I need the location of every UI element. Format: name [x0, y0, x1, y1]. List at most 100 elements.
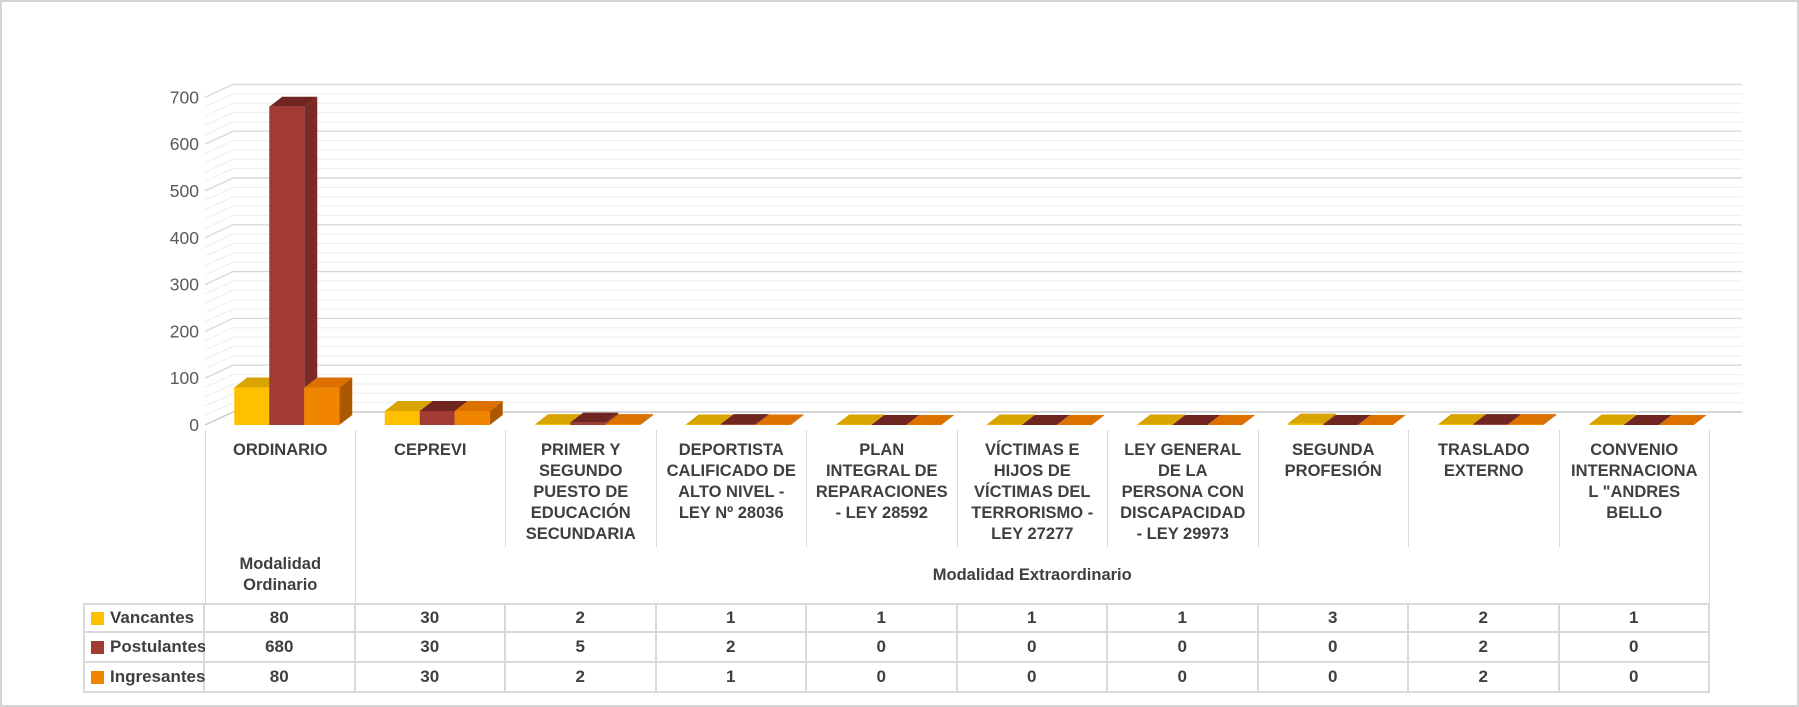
category-label-2: PRIMER Y SEGUNDO PUESTO DE EDUCACIÓN SECUNDA…	[506, 430, 657, 547]
category-label-line: SECUNDARIA	[525, 525, 636, 543]
category-label-line: - LEY 29973	[1136, 525, 1229, 543]
bar-vancantes-7	[1287, 413, 1336, 425]
category-label-9: CONVENIO INTERNACIONA L "ANDRES BELLO	[1560, 430, 1710, 547]
table-value-cell: 0	[1108, 663, 1259, 693]
bar-front-face	[1438, 424, 1474, 425]
bar-top-face	[1287, 413, 1336, 424]
bar-top-face	[1588, 414, 1637, 425]
bar-top-face	[605, 414, 654, 425]
category-label-line: TERRORISMO -	[971, 504, 1094, 522]
bar-top-face	[836, 414, 885, 425]
minor-gridline	[204, 111, 1742, 127]
minor-gridline	[204, 308, 1742, 323]
table-value-cell: 0	[807, 663, 958, 693]
category-label-line: - LEY 28592	[835, 504, 928, 522]
table-value-cell: 1	[1559, 603, 1710, 633]
bar-top-face	[871, 415, 920, 425]
table-value-cell: 1	[807, 603, 958, 633]
bar-top-face	[1438, 414, 1487, 425]
minor-gridline	[204, 93, 1742, 108]
category-label-line: LEY Nº 28036	[678, 504, 784, 522]
bar-ingresantes-8	[1508, 414, 1557, 425]
bar-side-face	[339, 377, 353, 425]
category-label-line: DISCAPACIDAD	[1120, 504, 1246, 522]
bar-front-face	[234, 387, 270, 425]
legend-key-icon	[91, 640, 104, 654]
bar-top-face	[720, 414, 769, 425]
bar-side-face	[489, 400, 503, 425]
category-label-line: ALTO NIVEL -	[678, 483, 785, 501]
bar-top-face	[535, 414, 584, 425]
table-value-cell: 80	[205, 663, 356, 693]
bar-front-face	[384, 410, 420, 425]
bar-front-face	[535, 424, 571, 425]
bar-postulantes-0	[269, 96, 318, 425]
y-axis-tick-label: 0	[189, 415, 199, 435]
bar-ingresantes-3	[755, 414, 804, 425]
y-axis: 0 100 200 300 400 500 600 700	[170, 87, 199, 435]
minor-gridline	[204, 139, 1742, 155]
bar-top-face	[685, 414, 734, 425]
category-label-line: PRIMER Y	[541, 441, 621, 459]
bar-front-face	[1287, 423, 1323, 425]
minor-gridline	[204, 102, 1742, 117]
category-label-line: EDUCACIÓN	[530, 504, 631, 522]
bar-ingresantes-5	[1056, 415, 1105, 425]
axis-group-label-1: Modalidad Extraordinario	[356, 547, 1710, 603]
series-row-label: Vancantes	[83, 603, 205, 633]
minor-gridline	[204, 205, 1742, 220]
table-value-cell: 1	[1108, 603, 1259, 633]
category-label-line: CEPREVI	[394, 441, 467, 459]
y-axis-tick-label: 600	[170, 134, 199, 154]
bars	[234, 96, 1707, 425]
bar-side-face	[790, 414, 804, 425]
category-label-line: ORDINARIO	[233, 441, 328, 459]
bar-postulantes-4	[871, 415, 920, 425]
table-value-cell: 2	[1409, 633, 1560, 663]
minor-gridline	[204, 336, 1742, 351]
bar-ingresantes-0	[304, 377, 353, 425]
category-label-line: SEGUNDA	[1291, 441, 1375, 459]
bar-top-face	[1508, 414, 1557, 425]
major-gridline	[204, 224, 1742, 239]
series-name: Ingresantes	[110, 667, 206, 686]
category-label-4: PLAN INTEGRAL DE REPARACIONES - LEY 28592	[807, 430, 958, 547]
table-value-cell: 2	[1409, 663, 1560, 693]
y-axis-tick-label: 400	[170, 228, 199, 248]
minor-gridline	[204, 233, 1742, 248]
category-label-line: HIJOS DE	[993, 462, 1071, 480]
bar-side-face	[1623, 414, 1637, 425]
minor-gridline	[204, 158, 1742, 173]
minor-gridline	[204, 252, 1742, 267]
category-label-line: PROFESIÓN	[1284, 462, 1382, 480]
bar-postulantes-5	[1021, 415, 1070, 425]
minor-gridline	[204, 327, 1742, 342]
bar-side-face	[1543, 414, 1557, 425]
bar-ingresantes-1	[454, 400, 503, 425]
bar-ingresantes-7	[1357, 415, 1406, 425]
bar-top-face	[454, 400, 503, 411]
bar-top-face	[986, 414, 1035, 425]
bar-ingresantes-4	[906, 415, 955, 425]
bar-side-face	[304, 96, 318, 425]
bar-top-face	[384, 400, 433, 411]
category-label-5: VÍCTIMAS E HIJOS DE VÍCTIMAS DEL TERRORISMO…	[958, 430, 1108, 547]
minor-gridline	[204, 121, 1742, 136]
table-value-cell: 2	[506, 603, 657, 633]
table-value-cell: 680	[205, 633, 356, 663]
bar-front-face	[269, 106, 305, 425]
table-value-cell: 80	[205, 603, 356, 633]
category-label-line: CALIFICADO DE	[666, 462, 796, 480]
bar-front-face	[304, 387, 340, 425]
category-label-line: VÍCTIMAS DEL	[974, 483, 1091, 501]
category-label-8: TRASLADO EXTERNO	[1409, 430, 1560, 547]
category-label-line: INTERNACIONA	[1571, 462, 1698, 480]
minor-gridline	[204, 373, 1742, 389]
table-value-cell: 0	[807, 633, 958, 663]
bar-front-face	[605, 424, 641, 425]
category-label-3: DEPORTISTA CALIFICADO DE ALTO NIVEL - LEY N…	[657, 430, 807, 547]
bar-top-face	[906, 415, 955, 425]
bar-ingresantes-6	[1207, 415, 1256, 425]
table-value-cell: 1	[656, 603, 807, 633]
